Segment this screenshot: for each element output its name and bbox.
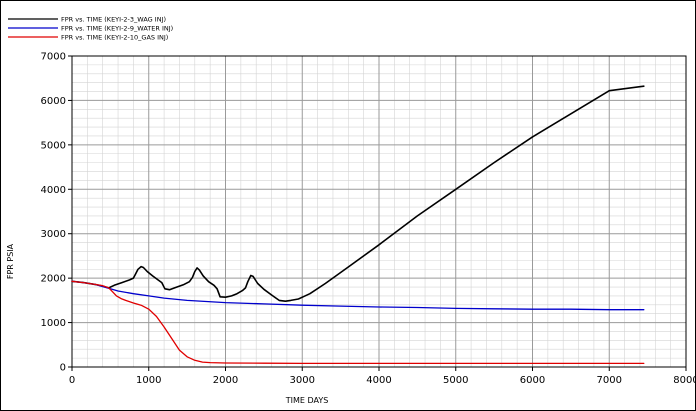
y-tick-label: 0: [60, 363, 66, 374]
y-tick-label: 3000: [41, 229, 66, 240]
series-line-2: [71, 280, 645, 311]
legend-label-3: FPR vs. TIME (KEYI-2-10_GAS INJ): [61, 34, 168, 42]
y-tick-label: 7000: [41, 52, 66, 63]
y-axis-title: FPR PSIA: [6, 243, 15, 279]
series-line-1: [71, 85, 645, 303]
y-tick-label: 2000: [41, 274, 66, 285]
y-axis-ticks: 0 1000 2000 3000 4000 5000 6000 7000: [41, 52, 72, 374]
y-tick-label: 6000: [41, 96, 66, 107]
x-tick-label: 3000: [290, 375, 315, 386]
y-tick-label: 5000: [41, 140, 66, 151]
x-tick-label: 4000: [366, 375, 391, 386]
x-tick-label: 2000: [213, 375, 238, 386]
legend: FPR vs. TIME (KEYI-2-3_WAG INJ)FPR vs. T…: [8, 16, 173, 42]
x-tick-label: 7000: [597, 375, 622, 386]
x-tick-label: 1000: [136, 375, 161, 386]
y-tick-label: 1000: [41, 318, 66, 329]
x-axis-title: TIME DAYS: [285, 396, 329, 405]
legend-label-1: FPR vs. TIME (KEYI-2-3_WAG INJ): [61, 16, 166, 24]
x-tick-label: 8000: [673, 375, 696, 386]
series-lines: [71, 85, 645, 365]
series-line-3: [71, 280, 645, 365]
x-axis-ticks: 0 1000 2000 3000 4000 5000 6000 7000 8000: [69, 367, 696, 386]
legend-label-2: FPR vs. TIME (KEYI-2-9_WATER INJ): [61, 25, 173, 33]
x-tick-label: 5000: [443, 375, 468, 386]
y-tick-label: 4000: [41, 185, 66, 196]
x-tick-label: 6000: [520, 375, 545, 386]
x-tick-label: 0: [69, 375, 75, 386]
